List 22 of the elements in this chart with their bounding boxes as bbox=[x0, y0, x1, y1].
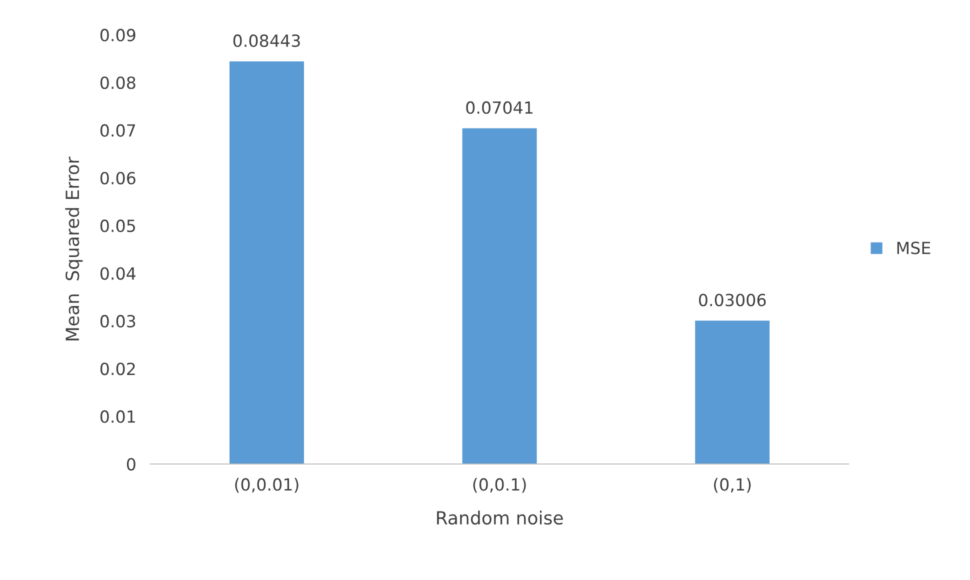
y-tick-label: 0.04 bbox=[100, 267, 136, 280]
y-tick-label: 0.06 bbox=[100, 172, 136, 184]
data-label: 0.03006 bbox=[698, 294, 766, 306]
y-tick-label: 0.01 bbox=[100, 410, 135, 423]
x-tick-label: (0,0.01) bbox=[235, 478, 298, 493]
legend-label: MSE bbox=[897, 242, 930, 254]
bar bbox=[230, 61, 304, 464]
data-label: 0.07041 bbox=[466, 101, 532, 114]
x-tick-label: (0,0.1) bbox=[473, 478, 526, 493]
y-tick-label: 0.08 bbox=[100, 76, 136, 90]
x-tick-label: (0,1) bbox=[714, 478, 751, 493]
data-label: 0.08443 bbox=[233, 34, 300, 48]
y-tick-label: 0.09 bbox=[100, 28, 136, 42]
y-tick-label: 0.05 bbox=[100, 220, 136, 232]
y-axis-title: Mean Squared Error bbox=[65, 156, 83, 340]
y-tick-label: 0.07 bbox=[100, 124, 136, 137]
y-tick-label: 0.03 bbox=[100, 314, 136, 328]
bar bbox=[462, 128, 537, 464]
bar bbox=[695, 320, 770, 464]
y-tick-label: 0.02 bbox=[100, 362, 135, 376]
y-tick-label: 0 bbox=[126, 458, 136, 471]
x-axis-title: Random noise bbox=[437, 510, 563, 525]
